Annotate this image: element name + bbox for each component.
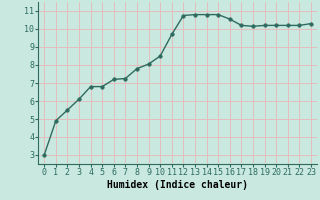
X-axis label: Humidex (Indice chaleur): Humidex (Indice chaleur) (107, 180, 248, 190)
